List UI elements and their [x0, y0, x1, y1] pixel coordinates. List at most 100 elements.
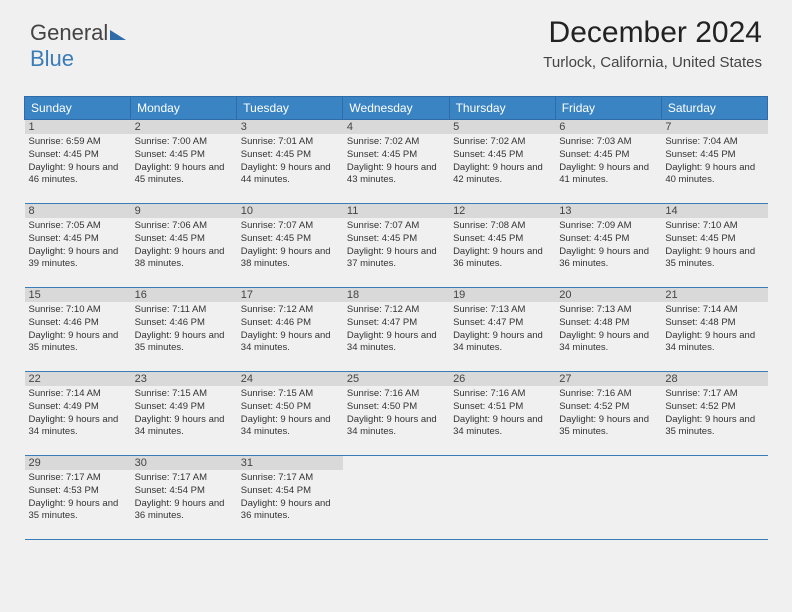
daylight-text: Daylight: 9 hours and 35 minutes. — [559, 414, 657, 440]
cell-details: Sunrise: 7:07 AMSunset: 4:45 PMDaylight:… — [347, 220, 445, 271]
sunrise-text: Sunrise: 7:17 AM — [241, 472, 339, 485]
sunrise-text: Sunrise: 7:12 AM — [241, 304, 339, 317]
sunset-text: Sunset: 4:45 PM — [135, 149, 233, 162]
day-number: 17 — [237, 288, 343, 302]
cell-details: Sunrise: 7:02 AMSunset: 4:45 PMDaylight:… — [347, 136, 445, 187]
sunrise-text: Sunrise: 7:04 AM — [665, 136, 763, 149]
cell-details: Sunrise: 7:10 AMSunset: 4:46 PMDaylight:… — [29, 304, 127, 355]
calendar-cell — [661, 456, 767, 540]
calendar-week-row: 1Sunrise: 6:59 AMSunset: 4:45 PMDaylight… — [25, 120, 768, 204]
daylight-text: Daylight: 9 hours and 36 minutes. — [453, 246, 551, 272]
cell-details: Sunrise: 7:12 AMSunset: 4:46 PMDaylight:… — [241, 304, 339, 355]
calendar-cell: 20Sunrise: 7:13 AMSunset: 4:48 PMDayligh… — [555, 288, 661, 372]
sunrise-text: Sunrise: 7:10 AM — [665, 220, 763, 233]
daylight-text: Daylight: 9 hours and 41 minutes. — [559, 162, 657, 188]
daylight-text: Daylight: 9 hours and 36 minutes. — [135, 498, 233, 524]
sunset-text: Sunset: 4:46 PM — [29, 317, 127, 330]
sunset-text: Sunset: 4:45 PM — [559, 233, 657, 246]
daylight-text: Daylight: 9 hours and 35 minutes. — [135, 330, 233, 356]
sunset-text: Sunset: 4:48 PM — [665, 317, 763, 330]
sunrise-text: Sunrise: 7:05 AM — [29, 220, 127, 233]
day-number: 6 — [555, 120, 661, 134]
calendar-cell: 8Sunrise: 7:05 AMSunset: 4:45 PMDaylight… — [25, 204, 131, 288]
sunset-text: Sunset: 4:49 PM — [29, 401, 127, 414]
calendar-cell: 9Sunrise: 7:06 AMSunset: 4:45 PMDaylight… — [131, 204, 237, 288]
calendar-cell: 7Sunrise: 7:04 AMSunset: 4:45 PMDaylight… — [661, 120, 767, 204]
sunset-text: Sunset: 4:54 PM — [241, 485, 339, 498]
cell-details: Sunrise: 7:17 AMSunset: 4:54 PMDaylight:… — [241, 472, 339, 523]
calendar-table: SundayMondayTuesdayWednesdayThursdayFrid… — [24, 96, 768, 540]
sunset-text: Sunset: 4:45 PM — [29, 233, 127, 246]
calendar-cell: 15Sunrise: 7:10 AMSunset: 4:46 PMDayligh… — [25, 288, 131, 372]
sunrise-text: Sunrise: 7:17 AM — [135, 472, 233, 485]
daylight-text: Daylight: 9 hours and 34 minutes. — [241, 330, 339, 356]
sunset-text: Sunset: 4:54 PM — [135, 485, 233, 498]
calendar-cell: 5 Sunrise: 7:02 AMSunset: 4:45 PMDaylight… — [449, 120, 555, 204]
day-number: 14 — [661, 204, 767, 218]
cell-details: Sunrise: 7:09 AMSunset: 4:45 PMDaylight:… — [559, 220, 657, 271]
day-number: 11 — [343, 204, 449, 218]
day-number: 7 — [661, 120, 767, 134]
month-title: December 2024 — [543, 16, 762, 50]
calendar-cell: 28Sunrise: 7:17 AMSunset: 4:52 PMDayligh… — [661, 372, 767, 456]
calendar-cell — [555, 456, 661, 540]
cell-details: Sunrise: 6:59 AMSunset: 4:45 PMDaylight:… — [29, 136, 127, 187]
daylight-text: Daylight: 9 hours and 34 minutes. — [453, 414, 551, 440]
daylight-text: Daylight: 9 hours and 35 minutes. — [29, 330, 127, 356]
daylight-text: Daylight: 9 hours and 44 minutes. — [241, 162, 339, 188]
column-header: Thursday — [449, 97, 555, 120]
sunset-text: Sunset: 4:53 PM — [29, 485, 127, 498]
cell-details: Sunrise: 7:08 AMSunset: 4:45 PMDaylight:… — [453, 220, 551, 271]
cell-details: Sunrise: 7:17 AMSunset: 4:54 PMDaylight:… — [135, 472, 233, 523]
sunrise-text: Sunrise: 7:17 AM — [29, 472, 127, 485]
sunset-text: Sunset: 4:52 PM — [665, 401, 763, 414]
cell-details: Sunrise: 7:11 AMSunset: 4:46 PMDaylight:… — [135, 304, 233, 355]
day-number: 29 — [25, 456, 131, 470]
day-number: 16 — [131, 288, 237, 302]
sunrise-text: Sunrise: 7:09 AM — [559, 220, 657, 233]
sunset-text: Sunset: 4:45 PM — [241, 149, 339, 162]
sunset-text: Sunset: 4:51 PM — [453, 401, 551, 414]
cell-details: Sunrise: 7:17 AMSunset: 4:52 PMDaylight:… — [665, 388, 763, 439]
calendar-cell: 4 Sunrise: 7:02 AMSunset: 4:45 PMDaylight… — [343, 120, 449, 204]
calendar-cell: 19Sunrise: 7:13 AMSunset: 4:47 PMDayligh… — [449, 288, 555, 372]
logo-text-2: Blue — [30, 46, 74, 71]
calendar-cell: 2Sunrise: 7:00 AMSunset: 4:45 PMDaylight… — [131, 120, 237, 204]
cell-details: Sunrise: 7:05 AMSunset: 4:45 PMDaylight:… — [29, 220, 127, 271]
sunset-text: Sunset: 4:48 PM — [559, 317, 657, 330]
sunrise-text: Sunrise: 6:59 AM — [29, 136, 127, 149]
sunset-text: Sunset: 4:45 PM — [665, 233, 763, 246]
sunrise-text: Sunrise: 7:03 AM — [559, 136, 657, 149]
calendar-cell: 24Sunrise: 7:15 AMSunset: 4:50 PMDayligh… — [237, 372, 343, 456]
day-number: 5 — [449, 120, 555, 134]
day-number: 18 — [343, 288, 449, 302]
cell-details: Sunrise: 7:02 AMSunset: 4:45 PMDaylight:… — [453, 136, 551, 187]
daylight-text: Daylight: 9 hours and 36 minutes. — [559, 246, 657, 272]
day-number: 30 — [131, 456, 237, 470]
cell-details: Sunrise: 7:10 AMSunset: 4:45 PMDaylight:… — [665, 220, 763, 271]
location: Turlock, California, United States — [543, 54, 762, 71]
day-number: 26 — [449, 372, 555, 386]
calendar-cell: 27 Sunrise: 7:16 AMSunset: 4:52 PMDayligh… — [555, 372, 661, 456]
cell-details: Sunrise: 7:13 AMSunset: 4:48 PMDaylight:… — [559, 304, 657, 355]
daylight-text: Daylight: 9 hours and 34 minutes. — [665, 330, 763, 356]
cell-details: Sunrise: 7:16 AMSunset: 4:52 PMDaylight:… — [559, 388, 657, 439]
sunrise-text: Sunrise: 7:07 AM — [347, 220, 445, 233]
sunrise-text: Sunrise: 7:00 AM — [135, 136, 233, 149]
calendar-cell: 6Sunrise: 7:03 AMSunset: 4:45 PMDaylight… — [555, 120, 661, 204]
sunrise-text: Sunrise: 7:15 AM — [241, 388, 339, 401]
day-number: 4 — [343, 120, 449, 134]
daylight-text: Daylight: 9 hours and 42 minutes. — [453, 162, 551, 188]
cell-details: Sunrise: 7:00 AMSunset: 4:45 PMDaylight:… — [135, 136, 233, 187]
daylight-text: Daylight: 9 hours and 36 minutes. — [241, 498, 339, 524]
cell-details: Sunrise: 7:14 AMSunset: 4:48 PMDaylight:… — [665, 304, 763, 355]
day-number: 27 — [555, 372, 661, 386]
sunset-text: Sunset: 4:45 PM — [347, 233, 445, 246]
sunrise-text: Sunrise: 7:13 AM — [559, 304, 657, 317]
calendar-cell: 29 Sunrise: 7:17 AMSunset: 4:53 PMDayligh… — [25, 456, 131, 540]
daylight-text: Daylight: 9 hours and 35 minutes. — [29, 498, 127, 524]
sunset-text: Sunset: 4:50 PM — [347, 401, 445, 414]
sunset-text: Sunset: 4:45 PM — [453, 233, 551, 246]
daylight-text: Daylight: 9 hours and 34 minutes. — [559, 330, 657, 356]
sunrise-text: Sunrise: 7:12 AM — [347, 304, 445, 317]
